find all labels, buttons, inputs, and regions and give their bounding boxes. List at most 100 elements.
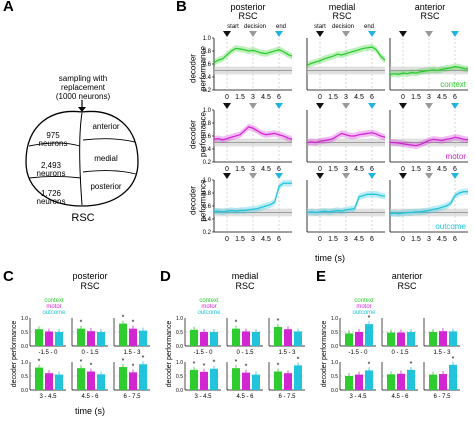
bar-ylabel: decoder performance [11,321,18,388]
bar-context [119,367,127,390]
bar-y-tick-label: 0.0 [21,344,28,350]
bar-motor [45,373,53,390]
bar-motor [355,374,363,390]
x-tick-label: 4.5 [354,94,364,101]
bar-outcome [55,374,63,390]
x-tick-label: 1.5 [328,94,338,101]
significance-star: * [80,320,83,327]
neurons-count-medial: 2,493 [40,161,62,170]
bar-y-tick-label: 0.0 [176,388,183,394]
significance-star: * [213,360,216,367]
bar-motor [242,372,250,390]
series-band-posterior-outcome [214,180,292,216]
bar-outcome [365,370,373,390]
row-label-context: context [440,80,467,89]
bar-motor [397,373,405,390]
bar-y-tick-label: 0.0 [21,388,28,394]
significance-star: * [235,320,238,327]
significance-star: * [277,363,280,370]
rsc-label: RSC [71,212,95,224]
sampling-caption-3: (1000 neurons) [55,92,111,101]
window-label: -1.5 - 0 [38,350,58,356]
window-label: 4.5 - 6 [391,394,409,400]
bar-motor [129,328,137,346]
region-anterior: anterior [92,122,120,131]
x-tick-label: 3 [251,94,255,101]
row-label-motor: motor [446,152,467,161]
bar-motor [242,331,250,346]
event-marker-icon [451,31,459,37]
col-title-medial-l1: medial [328,2,356,12]
bar-outcome [449,331,457,346]
x-tick-label: 3 [344,94,348,101]
significance-star: * [368,315,371,322]
neurons-unit-posterior: neurons [36,197,66,206]
bar-y-tick-label: 0.5 [21,374,28,380]
series-band-medial-outcome [307,191,385,216]
bar-outcome [97,374,105,390]
bar-context [35,367,43,390]
x-tick-label: 4.5 [261,166,271,173]
window-label: 1.5 - 3 [123,350,141,356]
c-title-l1: posterior [72,271,108,281]
significance-star: * [203,363,206,370]
neurons-count-posterior: 1,726 [40,189,62,198]
series-line-medial-motor [306,132,386,144]
event-marker-icon [425,173,433,179]
event-start-label: start [227,24,239,30]
panel-letter-b: B [176,0,187,15]
significance-star: * [80,359,83,366]
event-marker-icon [316,103,324,109]
panel-letter-c: C [3,268,14,285]
x-tick-label: 1.5 [235,94,245,101]
window-label: 6 - 7.5 [278,394,296,400]
event-marker-icon [425,31,433,37]
bar-motor [284,329,292,346]
window-label: 0 - 1.5 [236,350,254,356]
bar-y-tick-label: 1.0 [331,316,338,322]
event-marker-icon [342,103,350,109]
x-tick-label: 0 [401,236,405,243]
legend-motor: motor [356,304,371,310]
bar-y-tick-label: 0.5 [176,374,183,380]
bar-motor [284,373,292,390]
c-title-l2: RSC [80,281,100,291]
series-line-medial-context [306,46,386,66]
window-label: 6 - 7.5 [123,394,141,400]
event-marker-icon [451,103,459,109]
x-tick-label: 0 [318,236,322,243]
series-line-posterior-context [213,47,293,64]
significance-star: * [277,318,280,325]
d-title-l2: RSC [235,281,255,291]
bar-outcome [139,330,147,346]
x-tick-label: 6 [277,94,281,101]
window-label: 1.5 - 3 [433,350,451,356]
x-tick-label: 0 [225,94,229,101]
y-tick-label: 0.8 [203,191,212,197]
bar-context [387,374,395,390]
x-tick-label: 6 [453,166,457,173]
x-tick-label: 1.5 [235,166,245,173]
y-tick-label: 0.6 [203,134,212,140]
col-title-posterior-l2: RSC [238,11,258,21]
x-tick-label: 6 [370,94,374,101]
y-tick-label: 0.6 [203,62,212,68]
legend-motor: motor [46,304,61,310]
event-marker-icon [275,103,283,109]
window-label: 0 - 1.5 [81,350,99,356]
series-line-anterior-motor [390,136,469,147]
significance-star: * [193,361,196,368]
event-start-label-medial: start [314,24,326,30]
bar-context [345,333,353,346]
event-marker-icon [223,31,231,37]
bar-y-tick-label: 1.0 [331,360,338,366]
significance-star: * [245,364,248,371]
bar-y-tick-label: 0.5 [21,330,28,336]
bar-y-tick-label: 1.0 [21,360,28,366]
y-tick-label: 0.4 [203,147,212,153]
bar-motor [439,374,447,390]
y-tick-label: 0.4 [203,75,212,81]
bar-motor [129,372,137,390]
x-tick-label: 3 [427,94,431,101]
d-title-l1: medial [231,271,259,281]
